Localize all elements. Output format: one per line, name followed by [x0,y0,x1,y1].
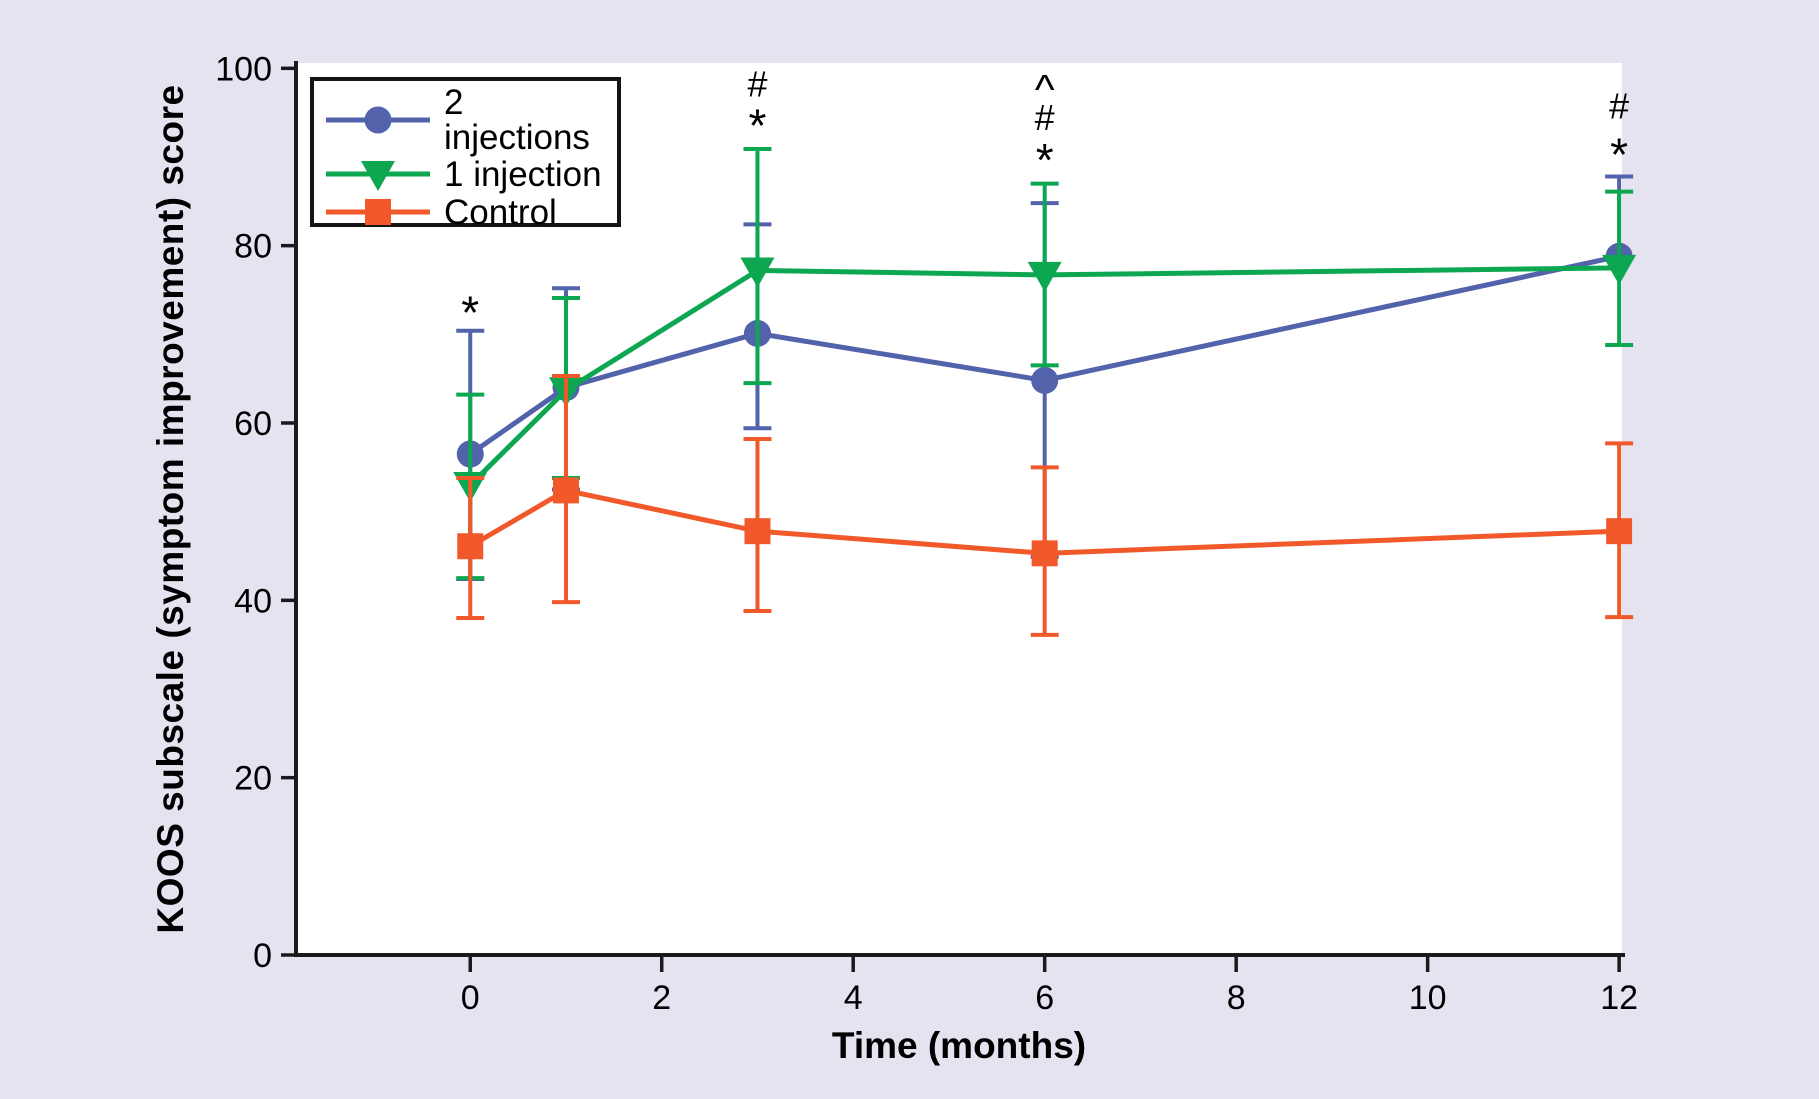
data-point-triangle [361,161,395,191]
legend-label: 1 injection [444,154,602,194]
legend-marker-icon-1-injection [326,161,430,191]
significance-marker: * [749,99,767,151]
x-tick-label: 2 [652,979,671,1017]
x-tick-label: 0 [461,979,480,1017]
significance-marker: * [1036,134,1054,186]
y-tick-label: 100 [215,50,272,88]
y-tick-label: 40 [234,582,272,620]
significance-marker: # [1609,86,1629,127]
legend-marker-icon-2-injections [326,106,430,134]
data-point-square [1031,540,1058,567]
legend-marker-icon-control [326,199,430,225]
x-tick-label: 10 [1409,979,1447,1017]
data-point-triangle [1027,261,1062,292]
y-axis-title: KOOS subscale (symptom improvement) scor… [150,84,191,934]
data-point-square [552,477,579,504]
x-axis-title: Time (months) [831,1025,1087,1066]
data-point-square [365,199,391,225]
legend-label: Control [444,192,557,232]
significance-marker: * [461,286,479,338]
data-point-circle [1031,366,1059,394]
x-tick-label: 12 [1600,979,1638,1017]
data-point-triangle [740,257,775,288]
series-control [456,373,1634,637]
significance-marker: * [1610,129,1628,181]
legend-item: Control [322,193,617,231]
data-point-square [1606,518,1633,545]
y-tick-label: 60 [234,405,272,443]
significance-marker: # [747,63,767,104]
significance-marker: # [1035,97,1055,138]
y-tick-label: 20 [234,760,272,798]
legend-label: 2 injections [444,83,590,157]
legend-item: 2 injections [322,85,617,155]
data-point-square [744,518,771,545]
data-point-square [457,533,484,560]
significance-marker: ^ [1035,66,1055,113]
x-tick-label: 8 [1227,979,1246,1017]
x-tick-label: 4 [844,979,863,1017]
x-tick-label: 6 [1035,979,1054,1017]
legend: 2 injections 1 injection Control [310,77,621,230]
legend-item: 1 injection [322,155,617,193]
data-point-circle [364,106,392,134]
data-point-triangle [1602,254,1637,285]
y-tick-label: 80 [234,228,272,266]
y-tick-label: 0 [253,937,272,975]
